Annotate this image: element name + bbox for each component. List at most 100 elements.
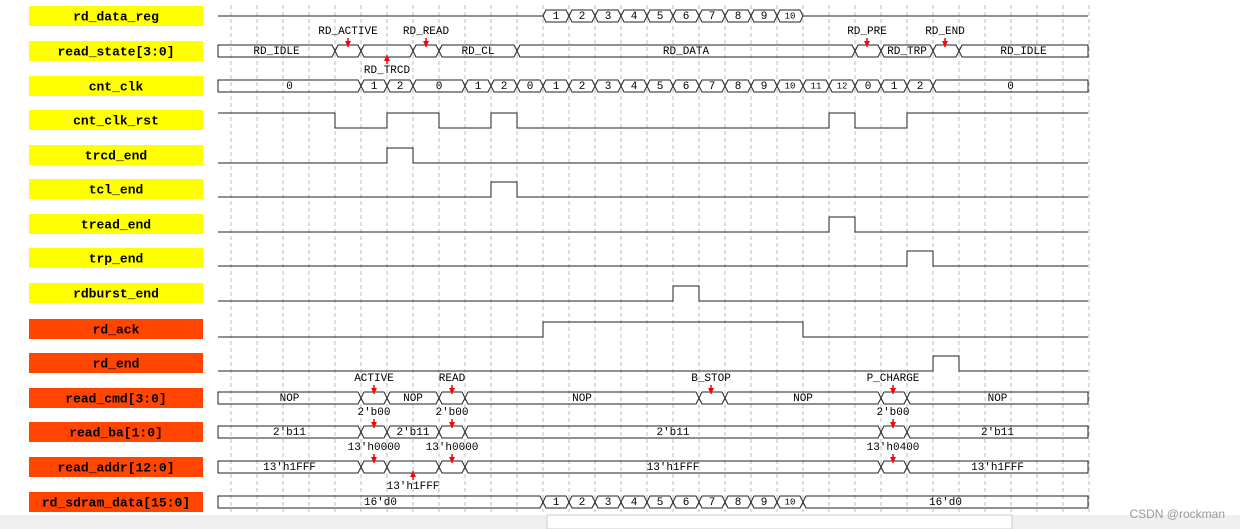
annotation-arrowhead xyxy=(890,422,896,428)
bus-value: 2 xyxy=(397,81,404,93)
bus-value: 9 xyxy=(761,11,768,23)
annotation: READ xyxy=(439,373,466,385)
bottom-panel xyxy=(546,514,1013,529)
bus-value: 7 xyxy=(709,11,716,23)
bus-segment xyxy=(932,44,960,58)
bus-segment xyxy=(802,495,1089,509)
waveform xyxy=(218,321,1088,338)
annotation: RD_END xyxy=(925,26,965,38)
bus-value: 9 xyxy=(761,497,768,509)
bus-value: 10 xyxy=(785,81,796,91)
bus-value: 4 xyxy=(631,11,638,23)
waveform xyxy=(218,355,1088,372)
annotation: 13'h1FFF xyxy=(387,481,440,493)
annotation-arrowhead xyxy=(708,388,714,394)
annotation: 2'b00 xyxy=(435,407,468,419)
bus-value: 4 xyxy=(631,497,638,509)
bus-value: 5 xyxy=(657,497,664,509)
signal-label-box xyxy=(29,422,203,442)
bus-value: 2'b11 xyxy=(396,427,429,439)
signal-label-box xyxy=(29,457,203,477)
bus-value: RD_CL xyxy=(461,46,494,58)
signal-label: read_ba[1:0] xyxy=(69,425,163,440)
bus-value: 6 xyxy=(683,497,690,509)
bus-segment xyxy=(906,460,1089,474)
bus-value: 8 xyxy=(735,497,742,509)
signal-label: read_addr[12:0] xyxy=(57,460,174,475)
bus-segment xyxy=(880,460,908,474)
signal-label-box xyxy=(29,76,203,96)
waveform xyxy=(218,285,1088,302)
annotation-arrowhead xyxy=(864,41,870,47)
annotation: RD_ACTIVE xyxy=(318,26,378,38)
annotation-arrowhead xyxy=(384,55,390,61)
bus-value: NOP xyxy=(572,393,592,405)
bus-value: 13'h1FFF xyxy=(971,462,1024,474)
bus-value: 1 xyxy=(475,81,482,93)
bus-segment xyxy=(880,425,908,439)
waveform xyxy=(218,112,1088,129)
signal-label: read_state[3:0] xyxy=(57,44,174,59)
annotation: P_CHARGE xyxy=(867,373,920,385)
signal-label: rd_sdram_data[15:0] xyxy=(42,495,190,510)
bus-value: NOP xyxy=(988,393,1008,405)
bus-segment xyxy=(698,391,726,405)
bus-value: NOP xyxy=(403,393,423,405)
bus-segment xyxy=(880,391,908,405)
annotation: B_STOP xyxy=(691,373,731,385)
bus-value: 3 xyxy=(605,11,612,23)
annotation: ACTIVE xyxy=(354,373,394,385)
signal-label-box xyxy=(29,353,203,373)
signal-label: tread_end xyxy=(81,217,151,232)
signal-label: cnt_clk xyxy=(89,79,144,94)
annotation-arrowhead xyxy=(371,388,377,394)
bus-value: NOP xyxy=(280,393,300,405)
bus-value: 2'b11 xyxy=(656,427,689,439)
signal-label-box xyxy=(29,145,203,165)
annotation-arrowhead xyxy=(890,457,896,463)
bus-value: 10 xyxy=(785,497,796,507)
annotation-arrowhead xyxy=(449,422,455,428)
bus-value: RD_IDLE xyxy=(253,46,300,58)
bus-value: RD_DATA xyxy=(663,46,710,58)
watermark: CSDN @rockman xyxy=(1129,507,1225,521)
bus-value: 4 xyxy=(631,81,638,93)
annotation-arrowhead xyxy=(942,41,948,47)
bus-value: 0 xyxy=(286,81,293,93)
waveform xyxy=(218,147,1088,164)
signal-label-box xyxy=(29,214,203,234)
bus-value: 11 xyxy=(811,81,822,91)
bus-value: 2 xyxy=(917,81,924,93)
bus-value: 5 xyxy=(657,11,664,23)
annotation-arrowhead xyxy=(890,388,896,394)
bus-value: 10 xyxy=(785,11,796,21)
waveform xyxy=(218,216,1088,233)
annotation-arrowhead xyxy=(345,41,351,47)
signal-label-box xyxy=(29,110,203,130)
signal-label-box xyxy=(29,319,203,339)
bus-value: 1 xyxy=(553,81,560,93)
bus-value: RD_IDLE xyxy=(1000,46,1047,58)
annotation: 13'h0000 xyxy=(348,442,401,454)
bus-value: 7 xyxy=(709,497,716,509)
bus-segment xyxy=(906,391,1089,405)
annotation: 2'b00 xyxy=(357,407,390,419)
waveform xyxy=(218,250,1088,267)
bus-value: 2 xyxy=(579,497,586,509)
bus-value: 1 xyxy=(371,81,378,93)
signal-label: rd_end xyxy=(93,356,140,371)
bus-value: 2'b11 xyxy=(273,427,306,439)
bus-value: 13'h1FFF xyxy=(263,462,316,474)
annotation-arrowhead xyxy=(449,457,455,463)
bus-segment xyxy=(958,44,1089,58)
annotation: 13'h0000 xyxy=(426,442,479,454)
bus-value: NOP xyxy=(793,393,813,405)
bus-value: 7 xyxy=(709,81,716,93)
bus-value: RD_TRP xyxy=(887,46,927,58)
signal-label: trcd_end xyxy=(85,148,147,163)
bus-segment xyxy=(854,44,882,58)
bus-value: 6 xyxy=(683,81,690,93)
bus-value: 12 xyxy=(837,81,848,91)
